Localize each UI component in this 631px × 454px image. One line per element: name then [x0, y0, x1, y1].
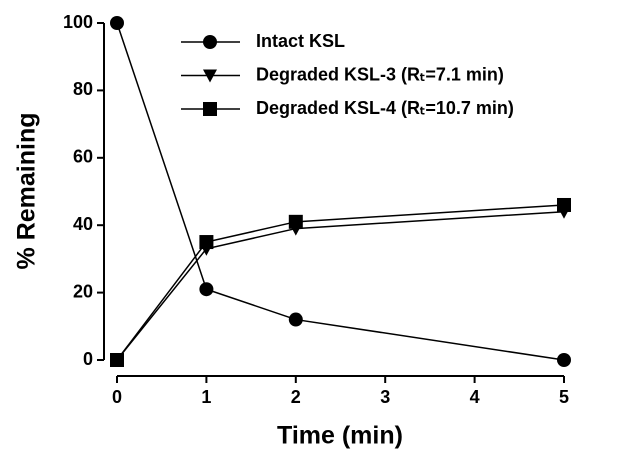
- marker: [199, 282, 214, 297]
- x-tick-label: 0: [112, 387, 122, 407]
- marker: [557, 197, 571, 212]
- legend-text: Degraded KSL-4 (Rₜ=10.7 min): [256, 98, 514, 118]
- marker: [288, 312, 303, 327]
- marker: [203, 35, 217, 49]
- x-tick-label: 5: [559, 387, 569, 407]
- legend-text: Intact KSL: [256, 31, 345, 51]
- series-line: [116, 210, 565, 361]
- marker: [110, 353, 124, 367]
- y-tick-label: 20: [73, 281, 93, 301]
- x-axis-title: Time (min): [277, 422, 403, 450]
- series-line: [116, 22, 565, 361]
- x-tick-label: 3: [380, 387, 390, 407]
- marker: [110, 16, 124, 30]
- x-tick-label: 2: [291, 387, 301, 407]
- marker: [203, 102, 217, 116]
- legend-text: Degraded KSL-3 (Rₜ=7.1 min): [256, 64, 504, 84]
- y-tick-label: 40: [73, 214, 93, 234]
- series-line: [116, 204, 565, 361]
- y-tick-label: 60: [73, 147, 93, 167]
- marker: [288, 214, 303, 229]
- marker: [199, 235, 214, 250]
- marker: [557, 353, 571, 367]
- y-tick-label: 100: [63, 12, 93, 32]
- marker: [203, 69, 217, 83]
- y-tick-label: 0: [83, 349, 93, 369]
- y-tick-label: 80: [73, 79, 93, 99]
- x-tick-label: 1: [201, 387, 211, 407]
- x-tick-label: 4: [470, 387, 480, 407]
- y-axis-title: % Remaining: [13, 113, 41, 270]
